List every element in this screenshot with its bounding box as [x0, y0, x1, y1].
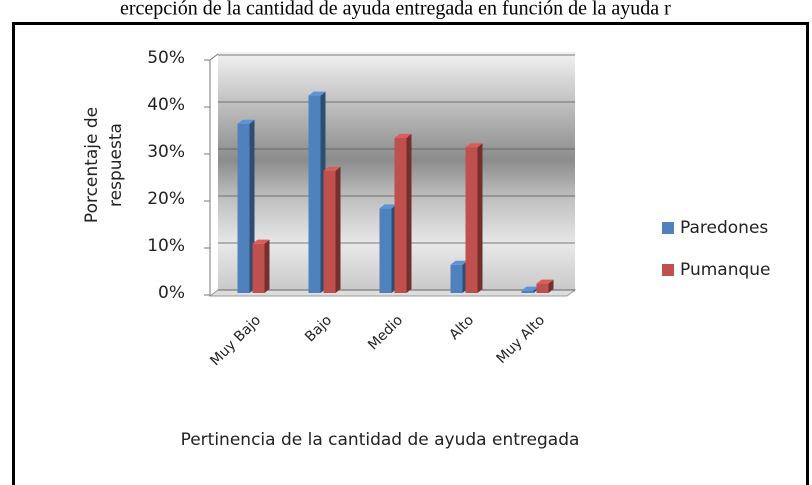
chart-title: ercepción de la cantidad de ayuda entreg… — [120, 0, 671, 20]
legend-label: Pumanque — [680, 260, 771, 280]
y-tick-label: 20% — [147, 189, 185, 209]
bar-top — [237, 119, 255, 124]
bar-top — [521, 286, 539, 291]
bar — [536, 283, 549, 293]
y-tick-label: 30% — [147, 142, 185, 162]
bar-side — [406, 133, 412, 293]
y-axis-label: Porcentaje de respuesta — [82, 107, 126, 223]
bar — [521, 290, 534, 293]
y-tick-label: 0% — [158, 283, 185, 303]
x-tick-label: Alto — [446, 312, 477, 343]
bar-top — [394, 133, 412, 138]
bar-top — [323, 166, 341, 171]
x-tick-label: Medio — [365, 312, 406, 353]
bar-top — [450, 260, 468, 265]
bar-side — [264, 239, 270, 293]
x-tick-label: Muy Bajo — [207, 312, 264, 369]
bar-top — [465, 143, 483, 148]
bar — [379, 208, 392, 293]
y-tick-label: 40% — [147, 95, 185, 115]
y-tick-label: 50% — [147, 48, 185, 68]
bar-top — [379, 204, 397, 209]
bar-side — [477, 143, 483, 293]
bar-top — [252, 239, 270, 244]
bar — [323, 170, 336, 293]
legend-swatch — [662, 222, 674, 234]
y-axis-top — [209, 53, 219, 61]
bar-side — [548, 279, 554, 293]
bar — [394, 137, 407, 293]
bar — [237, 123, 250, 293]
x-tick-label: Bajo — [302, 312, 335, 345]
bar-side — [335, 166, 341, 293]
y-tick-label: 10% — [147, 236, 185, 256]
bar — [450, 264, 463, 293]
bar — [465, 147, 478, 293]
x-axis-label: Pertinencia de la cantidad de ayuda entr… — [181, 430, 580, 450]
bar — [308, 95, 321, 293]
bar-top — [308, 91, 326, 96]
legend-swatch — [662, 264, 674, 276]
legend-label: Paredones — [680, 218, 768, 238]
bar — [252, 243, 265, 293]
bar-top — [536, 279, 554, 284]
chart-border — [12, 22, 809, 485]
x-tick-label: Muy Alto — [494, 312, 549, 367]
